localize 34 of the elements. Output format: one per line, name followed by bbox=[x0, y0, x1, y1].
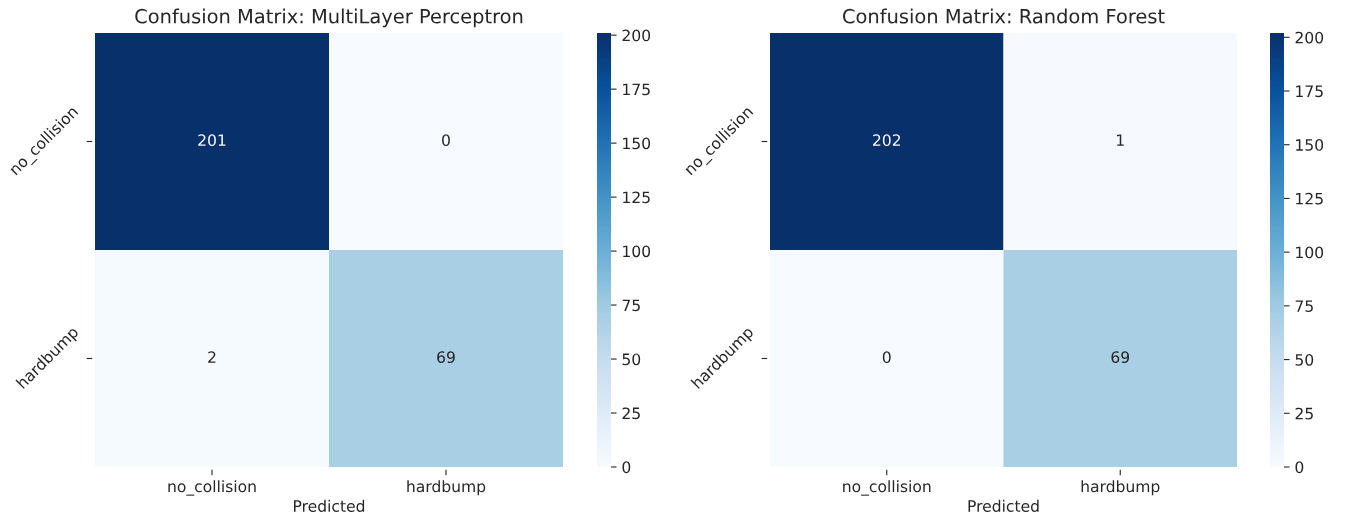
color-bar-label: 0 bbox=[622, 461, 631, 474]
color-bar-label: 75 bbox=[1295, 300, 1313, 312]
x-axis-title: Predicted bbox=[294, 499, 365, 512]
color-bar-label: 200 bbox=[622, 29, 651, 42]
chart-title: Confusion Matrix: Random Forest bbox=[843, 8, 1165, 24]
color-bar-label: 125 bbox=[623, 191, 650, 204]
color-bar-label: 175 bbox=[623, 83, 650, 96]
color-bar-label: 0 bbox=[1295, 461, 1304, 474]
color-bar-label: 50 bbox=[1295, 353, 1314, 366]
data-label: 0 bbox=[882, 351, 891, 364]
color-bar-label: 125 bbox=[1296, 192, 1323, 205]
data-label: 69 bbox=[437, 351, 455, 364]
color-bar-label: 100 bbox=[623, 245, 651, 258]
chart-title: Confusion Matrix: MultiLayer Perceptron bbox=[135, 8, 523, 28]
data-label: 0 bbox=[442, 134, 450, 147]
color-bar-label: 150 bbox=[1296, 139, 1324, 151]
data-label: 201 bbox=[198, 134, 226, 147]
color-bar-label: 25 bbox=[1295, 407, 1313, 420]
color-bar-label: 50 bbox=[622, 353, 641, 366]
color-bar-label: 175 bbox=[1296, 85, 1323, 98]
data-label: 1 bbox=[1117, 134, 1124, 146]
x-tick-label: hardbump bbox=[407, 480, 486, 496]
color-bar-label: 25 bbox=[622, 407, 640, 420]
color-bar-label: 200 bbox=[1295, 31, 1324, 44]
data-label: 2 bbox=[208, 351, 216, 363]
data-label: 202 bbox=[873, 134, 901, 147]
x-axis-title: Predicted bbox=[968, 499, 1039, 512]
data-label: 69 bbox=[1111, 351, 1130, 364]
color-bar-label: 150 bbox=[623, 137, 651, 150]
x-tick-label: hardbump bbox=[1081, 480, 1160, 496]
x-tick-label: no_collision bbox=[843, 480, 931, 496]
color-bar-label: 75 bbox=[622, 299, 640, 312]
color-bar-label: 100 bbox=[1296, 246, 1324, 259]
x-tick-label: no_collision bbox=[168, 480, 256, 496]
